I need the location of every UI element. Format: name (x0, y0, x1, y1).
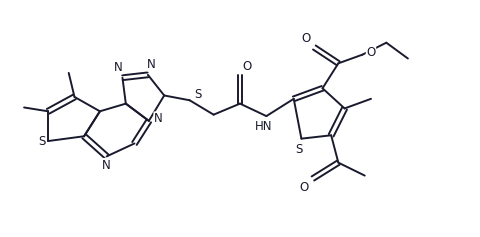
Text: N: N (102, 159, 111, 172)
Text: S: S (295, 143, 303, 156)
Text: HN: HN (255, 120, 273, 133)
Text: S: S (194, 88, 202, 101)
Text: O: O (301, 32, 311, 45)
Text: N: N (154, 112, 163, 125)
Text: S: S (39, 135, 46, 148)
Text: O: O (366, 46, 375, 59)
Text: N: N (147, 58, 156, 71)
Text: O: O (242, 60, 252, 73)
Text: O: O (300, 181, 309, 194)
Text: N: N (114, 61, 123, 74)
